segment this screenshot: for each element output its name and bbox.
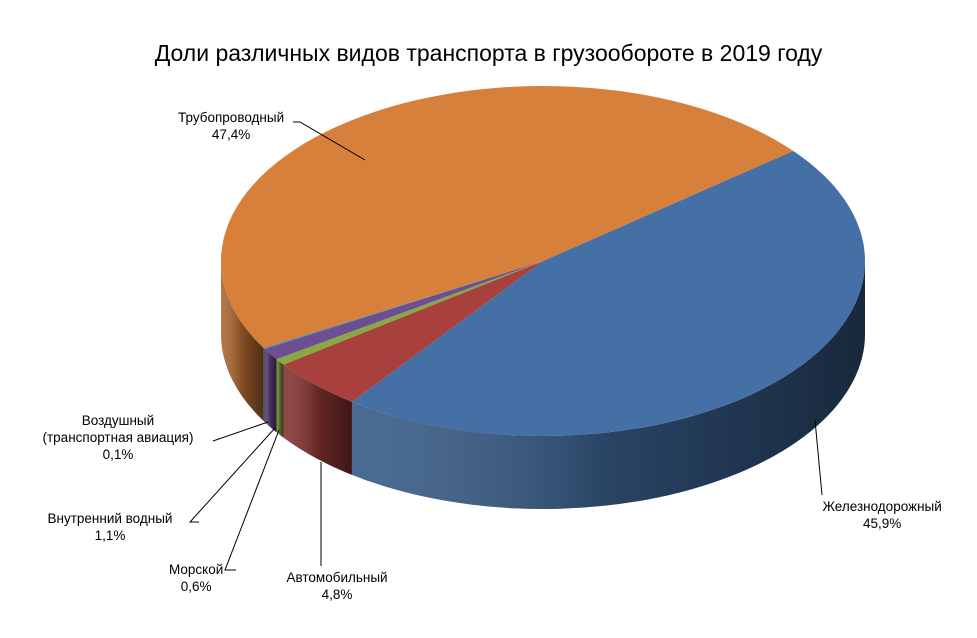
slice-value-label: 0,6% — [180, 579, 212, 594]
slice-value-label: 4,8% — [321, 587, 353, 602]
pie-side-shade-5 — [221, 261, 264, 421]
slice-label-4: Воздушный (транспортная авиация) 0,1% — [43, 412, 194, 463]
pie-slice-0 — [351, 150, 866, 437]
chart-title: Доли различных видов транспорта в грузоо… — [154, 40, 823, 66]
slice-value-label: 1,1% — [94, 528, 126, 543]
slice-label-text: (транспортная авиация) — [42, 429, 194, 445]
slice-label-text: Трубопроводный — [178, 110, 285, 125]
slice-label-2: Морской 0,6% — [169, 561, 223, 595]
pie-slice-5 — [221, 86, 794, 348]
slice-label-text: Автомобильный — [286, 570, 388, 585]
slice-value-label: 0,1% — [102, 446, 134, 462]
slice-label-1: Автомобильный 4,8% — [287, 569, 388, 603]
pie-side-shade-3 — [264, 348, 277, 433]
pie-slice-4 — [263, 261, 543, 349]
slice-label-3: Внутренний водный 1,1% — [48, 510, 173, 544]
leader-line-0 — [814, 419, 823, 496]
pie-side-shade-1 — [283, 364, 352, 475]
slice-value-label: 47,4% — [211, 127, 251, 142]
pie-side-shade-2 — [276, 359, 284, 438]
leader-line-3 — [188, 427, 276, 523]
pie-slice-1 — [283, 261, 543, 402]
leader-line-4 — [212, 421, 269, 442]
pie-slice-3 — [264, 261, 543, 360]
pie-side-shade-0 — [351, 261, 865, 510]
slice-label-5: Трубопроводный 47,4% — [178, 109, 284, 143]
slice-label-0: Железнодорожный 45,9% — [823, 498, 942, 532]
slice-label-text: Внутренний водный — [47, 511, 173, 526]
slice-value-label: 45,9% — [863, 516, 902, 531]
leader-line-5 — [293, 121, 366, 161]
slice-label-text: Железнодорожный — [822, 499, 942, 514]
slice-label-text: Морской — [169, 562, 224, 577]
leader-line-2 — [224, 429, 280, 571]
slice-label-text: Воздушный — [81, 412, 155, 428]
pie-slice-2 — [276, 261, 543, 365]
pie-side-shade-4 — [263, 347, 265, 422]
